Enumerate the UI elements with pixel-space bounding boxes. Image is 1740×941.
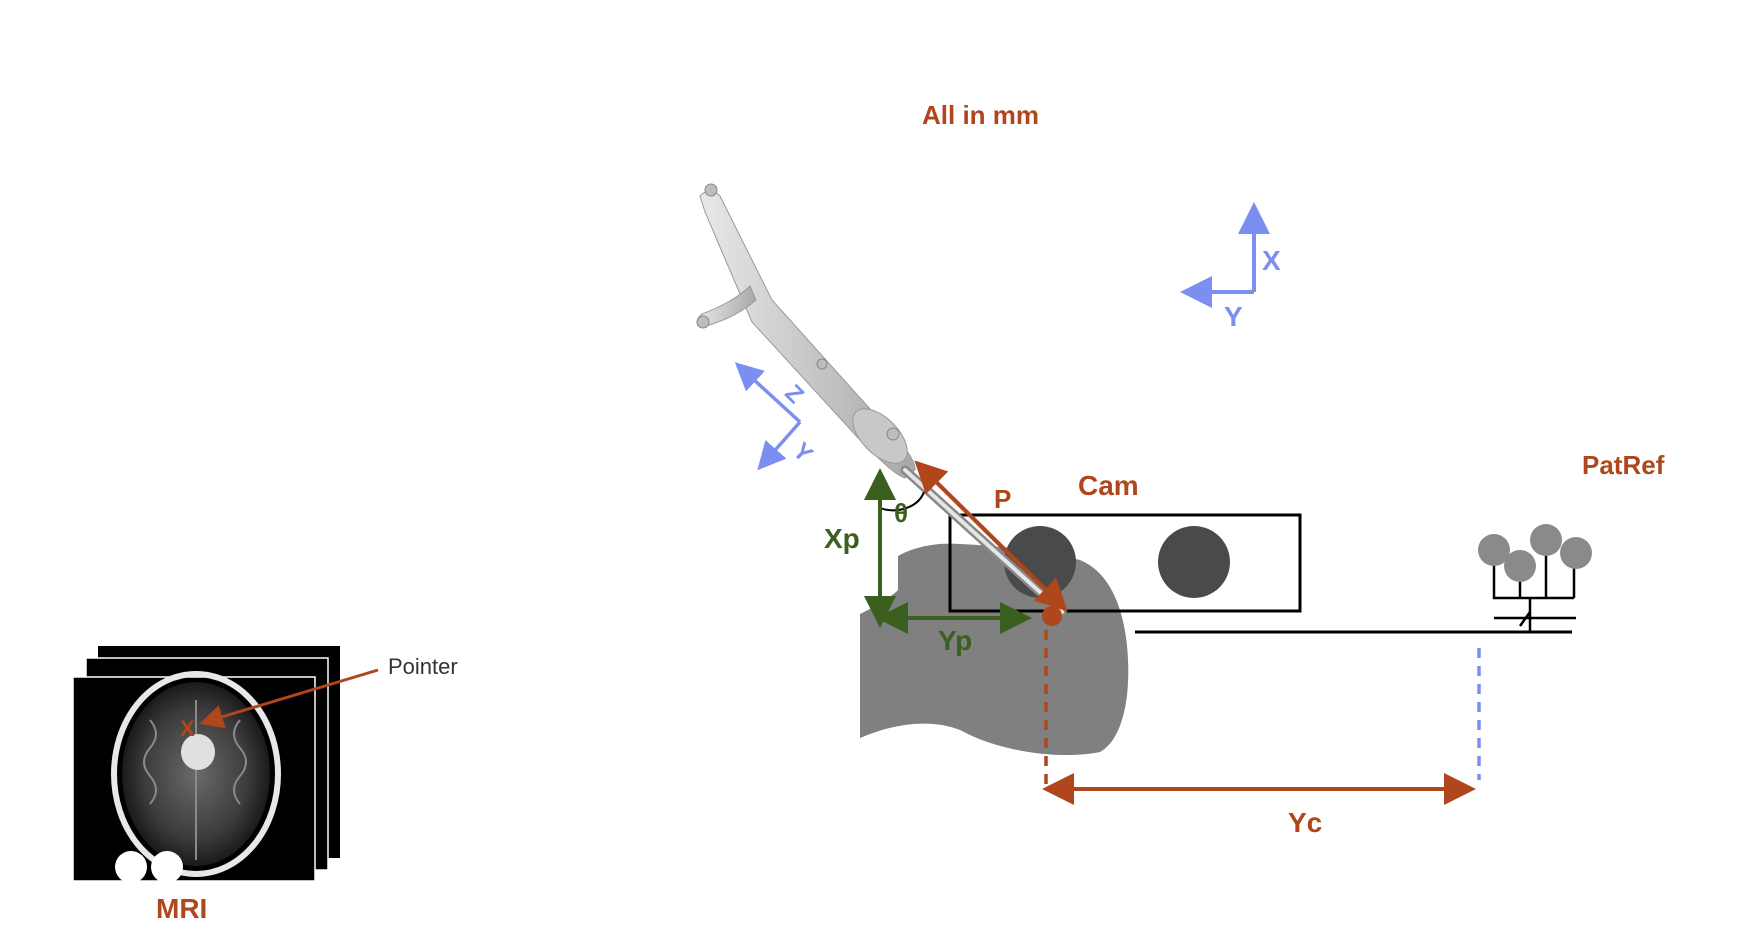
units-note: All in mm — [922, 100, 1039, 130]
camera-body — [948, 513, 1302, 613]
mri-tumor — [181, 734, 215, 770]
mri-fiducial-1 — [115, 851, 147, 883]
camera-lens-right — [1158, 526, 1230, 598]
cam-label: Cam — [1078, 470, 1139, 501]
theta-arc — [879, 491, 925, 512]
mri-skull — [111, 671, 281, 877]
world-y-label: Y — [1224, 301, 1243, 332]
pointer-grip — [852, 408, 908, 464]
pointer-callout-arrow — [199, 668, 379, 729]
yp-label: Yp — [938, 625, 972, 656]
pointer-z-label: Z — [779, 380, 808, 409]
yc-label: Yc — [1288, 807, 1322, 838]
world-x-label: X — [1262, 245, 1281, 276]
pointer-callout-label: Pointer — [388, 654, 458, 679]
patref-marker-1 — [1478, 534, 1510, 566]
patref-marker-4 — [1560, 537, 1592, 569]
patref-label: PatRef — [1582, 450, 1665, 480]
pointer-y-label: Y — [787, 438, 817, 468]
mri-target-mark: X — [180, 716, 195, 741]
p-label: P — [994, 484, 1011, 514]
pointer-nub-1 — [704, 183, 718, 197]
patref-marker-2 — [1504, 550, 1536, 582]
p-vector-arrow-tip — [918, 464, 1068, 612]
world-frame-axes: X Y — [1180, 202, 1281, 332]
pointer-nub-2 — [696, 315, 710, 329]
mri-stack: X — [72, 646, 340, 883]
pointer-nub-4 — [886, 427, 900, 441]
mri-label: MRI — [156, 893, 207, 924]
patient-head-shape — [860, 543, 1129, 756]
mri-gyri — [143, 700, 247, 860]
theta-label: θ — [894, 498, 908, 528]
mri-fiducial-2 — [151, 851, 183, 883]
pointer-nub-3 — [816, 358, 828, 370]
patref-frame — [1492, 555, 1576, 632]
pointer-frame-axes: Z Y — [734, 362, 818, 471]
xp-label: Xp — [824, 523, 860, 554]
pointer-tip-dot — [1042, 606, 1062, 626]
patient-reference — [1135, 524, 1592, 634]
patref-marker-3 — [1530, 524, 1562, 556]
